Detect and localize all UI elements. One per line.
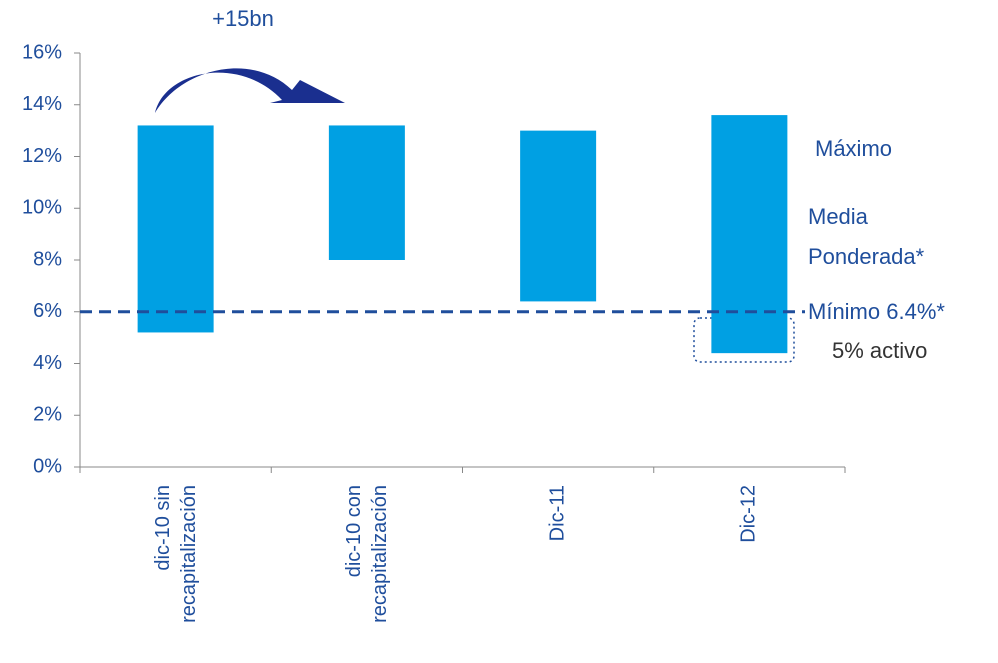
x-tick-label: Dic-11 (546, 485, 568, 541)
annotation: Mínimo 6.4%* (808, 299, 945, 324)
y-tick-label: 6% (33, 300, 62, 322)
x-tick-label: dic-10 sin (152, 485, 174, 571)
x-tick-label: recapitalización (178, 485, 200, 623)
y-tick-label: 14% (22, 93, 62, 115)
annotation: 5% activo (832, 338, 927, 363)
x-tick-label: recapitalización (369, 485, 391, 623)
x-tick-label: Dic-12 (738, 485, 760, 543)
y-tick-label: 0% (33, 455, 62, 477)
y-tick-label: 10% (22, 197, 62, 219)
annotation: Máximo (815, 136, 892, 161)
annotation: Media (808, 204, 869, 229)
bar (711, 115, 788, 354)
bar (328, 125, 405, 260)
bracket (693, 317, 795, 363)
x-tick-label: dic-10 con (343, 485, 365, 577)
bar (137, 125, 214, 333)
y-tick-label: 16% (22, 41, 62, 63)
arrow (155, 68, 345, 113)
y-tick-label: 2% (33, 404, 62, 426)
y-tick-label: 4% (33, 352, 62, 374)
annotation: Ponderada* (808, 244, 925, 269)
y-tick-label: 8% (33, 248, 62, 270)
bar (520, 130, 597, 302)
y-tick-label: 12% (22, 145, 62, 167)
annotation: +15bn (212, 6, 274, 31)
